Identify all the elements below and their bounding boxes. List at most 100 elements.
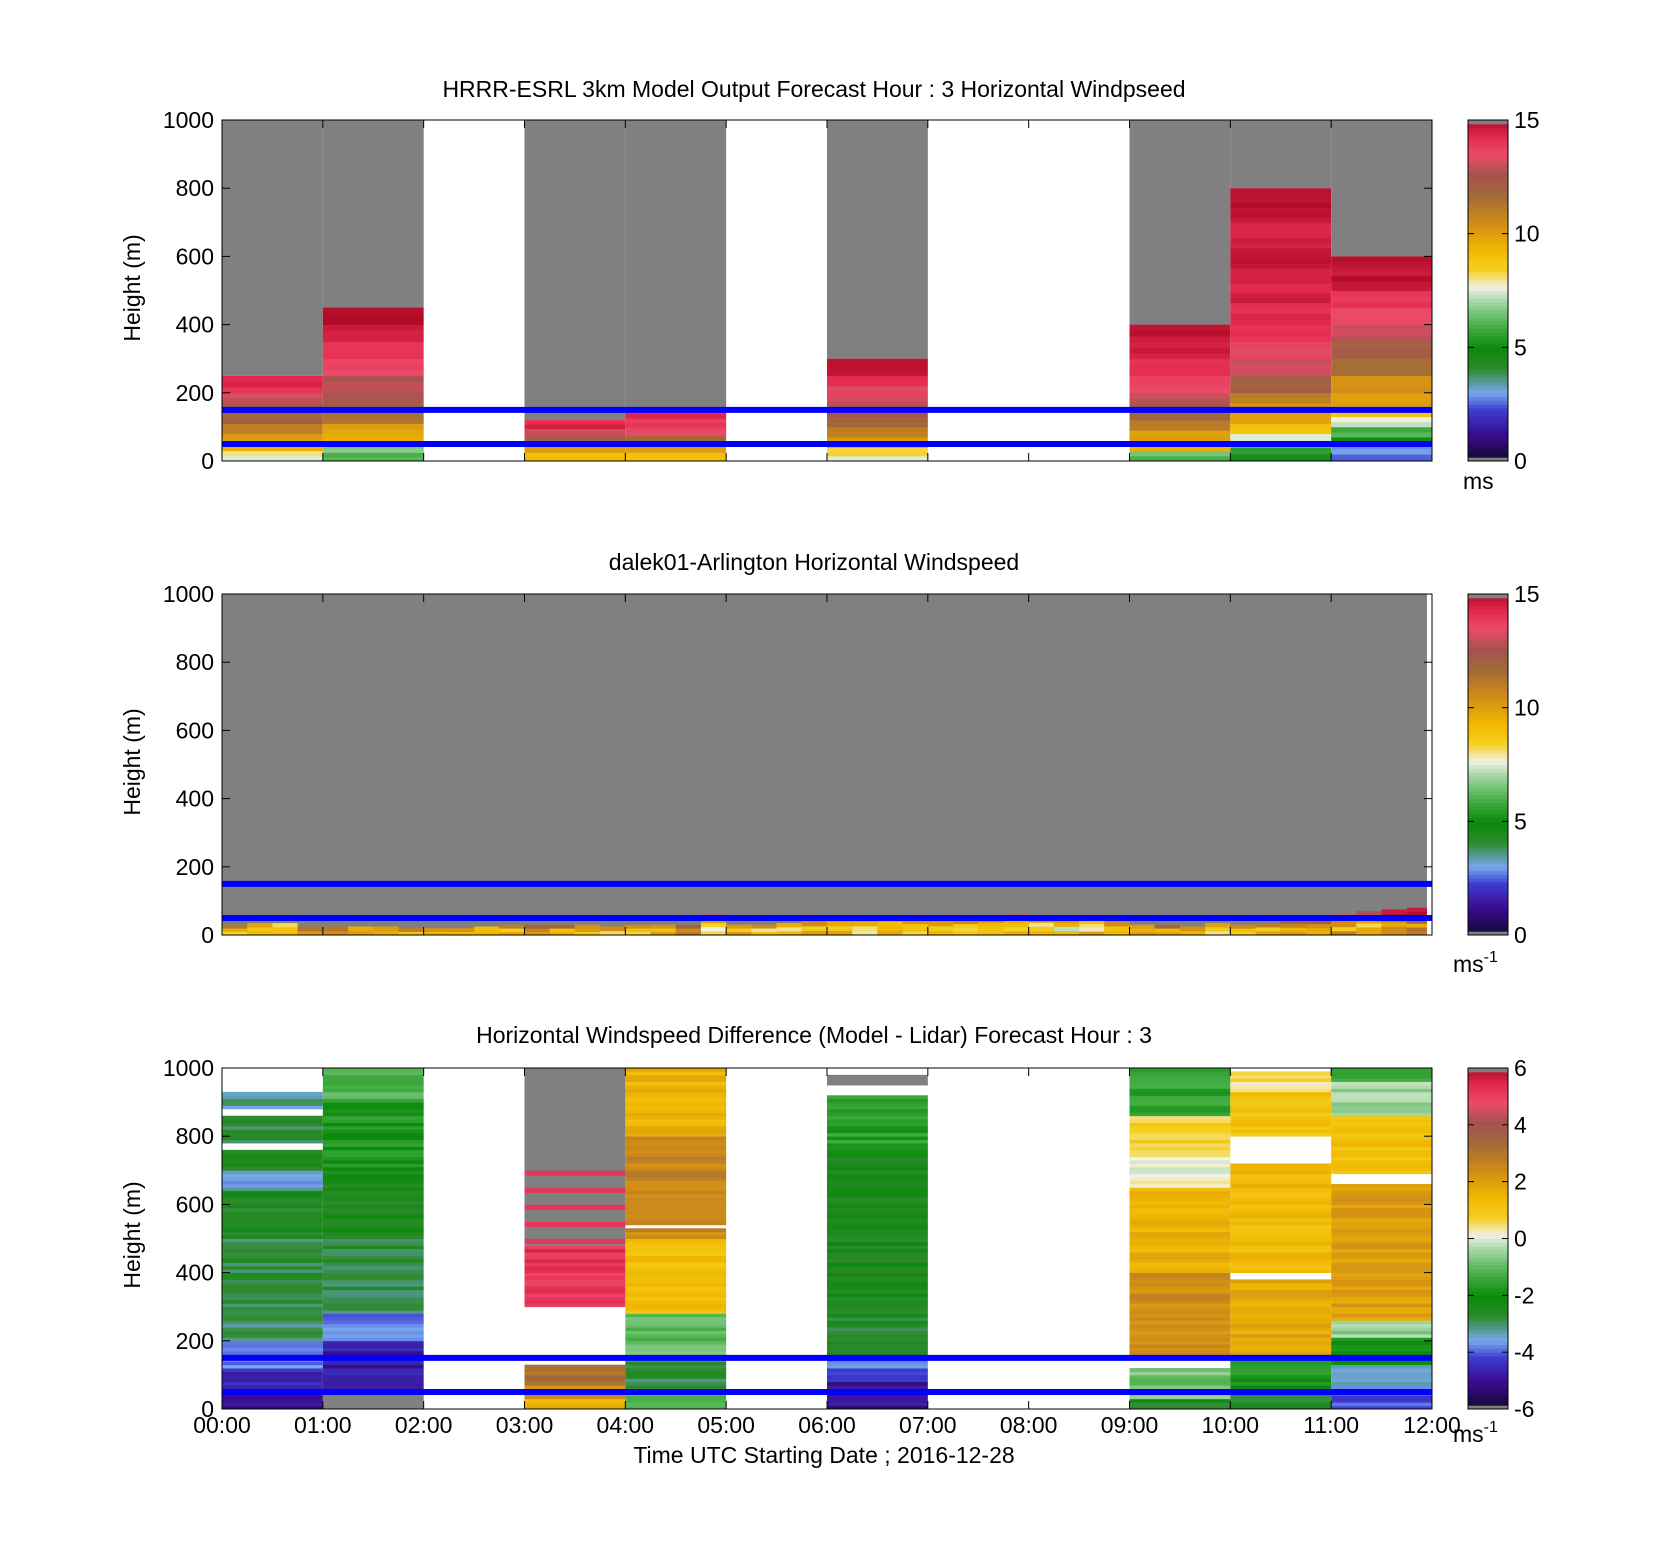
colorbar-swatch xyxy=(1468,908,1508,913)
heatmap-cell xyxy=(625,1306,727,1311)
heatmap-cell xyxy=(827,1204,928,1209)
heatmap-cell xyxy=(322,364,424,371)
heatmap-cell xyxy=(827,1211,928,1216)
colorbar-swatch xyxy=(1468,832,1508,837)
colorbar-swatch xyxy=(1468,1272,1508,1277)
heatmap-cell xyxy=(1331,1282,1432,1287)
colorbar-swatch xyxy=(1468,138,1508,144)
heatmap-cell xyxy=(1331,1378,1432,1383)
heatmap-cell xyxy=(222,1098,323,1103)
colorbar-swatch xyxy=(1468,423,1508,428)
heatmap-cell xyxy=(222,1258,323,1263)
heatmap-cell xyxy=(1129,1153,1231,1158)
heatmap-cell xyxy=(1331,426,1432,433)
heatmap-cell xyxy=(524,456,626,462)
heatmap-cell xyxy=(1230,1197,1332,1202)
colorbar-swatch xyxy=(1468,218,1508,223)
heatmap-cell xyxy=(322,1398,424,1403)
colorbar-swatch xyxy=(1468,677,1508,682)
colorbar-swatch xyxy=(1468,1219,1508,1224)
heatmap-cell xyxy=(827,370,928,377)
colorbar-swatch xyxy=(1468,775,1508,781)
data-column xyxy=(751,924,777,936)
heatmap-cell xyxy=(1129,1330,1231,1335)
heatmap-cell xyxy=(827,1177,928,1181)
heatmap-cell xyxy=(1230,278,1332,284)
heatmap-cell xyxy=(524,437,626,442)
heatmap-cell xyxy=(322,1269,424,1273)
heatmap-cell xyxy=(1028,930,1054,936)
heatmap-cell xyxy=(524,1071,626,1076)
heatmap-cell xyxy=(827,1351,928,1355)
colorbar-swatch xyxy=(1468,245,1508,250)
heatmap-cell xyxy=(625,1143,727,1147)
heatmap-cell xyxy=(1003,922,1029,928)
heatmap-cell xyxy=(625,1095,727,1100)
heatmap-cell xyxy=(1230,1095,1332,1100)
heatmap-cell xyxy=(524,1156,626,1161)
data-column xyxy=(1129,1068,1231,1410)
heatmap-cell xyxy=(222,1340,323,1345)
heatmap-cell xyxy=(827,1149,928,1154)
heatmap-cell xyxy=(927,930,954,936)
heatmap-cell xyxy=(1129,430,1231,436)
colorbar-swatch xyxy=(1468,404,1508,409)
heatmap-cell xyxy=(852,925,878,931)
heatmap-cell xyxy=(827,432,928,438)
heatmap-cell xyxy=(322,456,424,462)
panel-model: HRRR-ESRL 3km Model Output Forecast Hour… xyxy=(119,76,1540,494)
y-tick-label: 1000 xyxy=(163,107,214,133)
y-tick-label: 0 xyxy=(201,448,214,474)
heatmap-cell xyxy=(1129,1122,1231,1127)
heatmap-cell xyxy=(1331,1166,1432,1171)
heatmap-cell xyxy=(524,1095,626,1100)
colorbar-swatch xyxy=(1468,620,1508,625)
heatmap-cell xyxy=(625,1091,727,1096)
heatmap-cell xyxy=(322,1160,424,1164)
colorbar-swatch xyxy=(1468,696,1508,701)
colorbar-swatch xyxy=(1468,1139,1508,1145)
heatmap-cell xyxy=(222,1187,323,1192)
heatmap-cell xyxy=(1129,1136,1231,1141)
heatmap-cell xyxy=(1331,1255,1432,1260)
heatmap-cell xyxy=(1331,1149,1432,1154)
colorbar-swatch xyxy=(1468,870,1508,875)
heatmap-cell xyxy=(978,930,1004,936)
colorbar-swatch xyxy=(1468,673,1508,678)
heatmap-cell xyxy=(1230,1252,1332,1256)
heatmap-cell xyxy=(827,1245,928,1250)
heatmap-cell xyxy=(524,1286,626,1291)
colorbar-swatch xyxy=(1468,722,1508,728)
heatmap-cell xyxy=(322,1214,424,1219)
heatmap-cell xyxy=(1331,1374,1432,1379)
heatmap-cell xyxy=(222,1374,323,1379)
data-column xyxy=(373,926,399,936)
heatmap-cell xyxy=(625,1068,727,1072)
colorbar-swatch xyxy=(1468,1121,1508,1126)
heatmap-cell xyxy=(1331,341,1432,348)
panel-model-ylabel: Height (m) xyxy=(119,234,145,341)
heatmap-cell xyxy=(222,1347,323,1352)
heatmap-cell xyxy=(625,1156,727,1161)
heatmap-cell xyxy=(1331,1351,1432,1355)
heatmap-cell xyxy=(322,448,424,453)
heatmap-cell xyxy=(322,1197,424,1202)
heatmap-cell xyxy=(1331,1272,1432,1277)
colorbar-swatch xyxy=(1468,772,1508,777)
heatmap-cell xyxy=(827,1129,928,1134)
y-tick-label: 600 xyxy=(176,243,214,269)
heatmap-cell xyxy=(827,401,928,407)
colorbar-swatch xyxy=(1468,624,1508,629)
heatmap-cell xyxy=(827,1132,928,1137)
heatmap-cell xyxy=(524,420,626,425)
colorbar-swatch xyxy=(1468,267,1508,273)
heatmap-cell xyxy=(524,1265,626,1270)
heatmap-cell xyxy=(625,1125,727,1130)
heatmap-cell xyxy=(1129,1228,1231,1233)
heatmap-cell xyxy=(524,1074,626,1079)
heatmap-cell xyxy=(1331,1221,1432,1226)
heatmap-cell xyxy=(322,1102,424,1106)
colorbar-swatch xyxy=(1468,233,1508,238)
colorbar-tick-label: -6 xyxy=(1514,1396,1534,1422)
heatmap-cell xyxy=(322,392,424,399)
